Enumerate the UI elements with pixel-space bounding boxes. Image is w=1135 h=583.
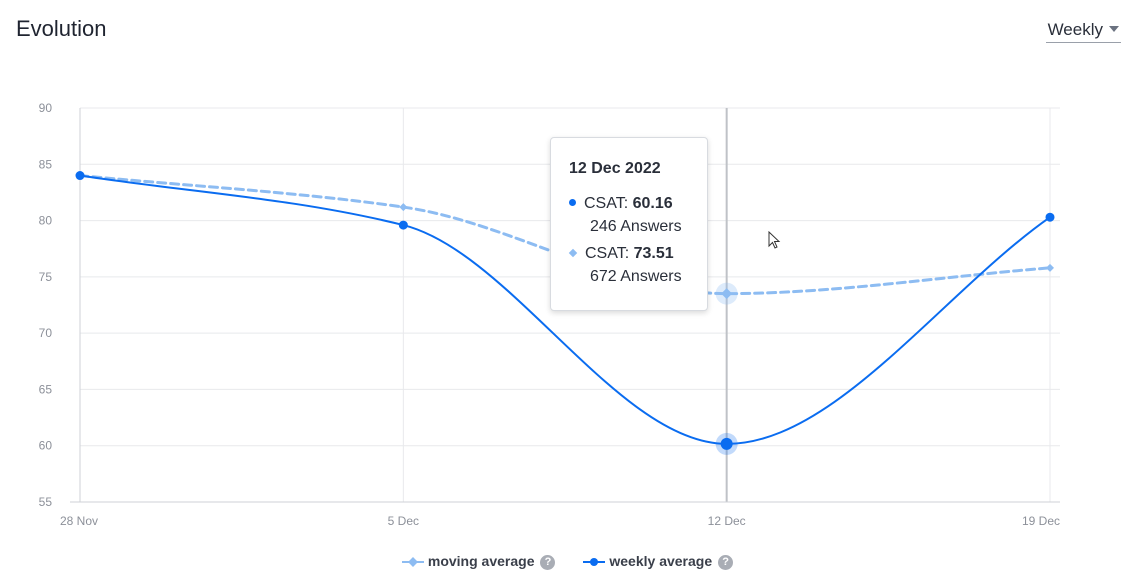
moving-diamond-icon xyxy=(568,248,578,258)
mouse-pointer-icon xyxy=(768,231,781,249)
weekly-dot-icon xyxy=(569,199,576,207)
weekly-average-legend-icon xyxy=(583,558,606,567)
tooltip-date: 12 Dec 2022 xyxy=(569,160,661,177)
x-tick-label-3: 19 Dec xyxy=(1022,514,1060,528)
x-tick-label-2: 12 Dec xyxy=(708,514,746,528)
x-tick-label-1: 5 Dec xyxy=(388,514,419,528)
weekly-average-point-2 xyxy=(720,437,733,450)
y-tick-label-85: 85 xyxy=(39,157,53,171)
y-tick-label-90: 90 xyxy=(39,101,53,115)
chart-legend: moving average? weekly average? xyxy=(0,552,1135,570)
help-icon[interactable]: ? xyxy=(718,554,734,570)
tooltip-weekly-answers: 246 Answers xyxy=(590,218,682,235)
period-dropdown[interactable]: Weekly xyxy=(1045,20,1121,43)
moving-average-point-1 xyxy=(399,203,408,212)
tooltip-moving-value: 73.51 xyxy=(633,245,674,262)
tooltip-weekly-label: CSAT: xyxy=(584,195,629,212)
y-tick-label-80: 80 xyxy=(39,214,53,228)
legend-label-moving-average: moving average xyxy=(427,552,535,569)
moving-average-point-2 xyxy=(721,288,733,300)
moving-average-point-3 xyxy=(1046,263,1054,272)
weekly-average-line xyxy=(79,174,1051,445)
y-tick-label-75: 75 xyxy=(39,270,53,284)
label-layer: 55 60 65 70 75 80 85 90 28 Nov 5 Dec 12 Dec 19 Dec xyxy=(39,101,1060,528)
weekly-average-point-1 xyxy=(398,220,408,230)
tooltip-weekly-value: 60.16 xyxy=(632,195,673,212)
moving-average-legend-icon xyxy=(401,557,424,568)
legend-label-weekly-average: weekly average xyxy=(609,552,713,569)
period-selected-label: Weekly xyxy=(1047,20,1103,39)
y-tick-label-60: 60 xyxy=(39,439,53,453)
tooltip-weekly-row: CSAT: 60.16 xyxy=(569,192,707,215)
tooltip-moving-label: CSAT: xyxy=(585,245,630,262)
y-tick-label-55: 55 xyxy=(39,495,53,509)
legend-item-moving-average[interactable]: moving average? xyxy=(401,552,556,570)
tooltip-moving-answers: 672 Answers xyxy=(590,268,682,285)
x-tick-label-0: 28 Nov xyxy=(60,514,98,528)
legend-item-weekly-average[interactable]: weekly average? xyxy=(583,552,734,570)
tooltip-moving-row: CSAT: 73.51 xyxy=(568,242,707,265)
help-icon[interactable]: ? xyxy=(540,554,556,570)
y-tick-label-70: 70 xyxy=(39,326,53,340)
chart-tooltip: 12 Dec 2022 CSAT: 60.16 246 Answers CSAT… xyxy=(550,137,708,311)
caret-down-icon xyxy=(1109,25,1119,32)
weekly-average-point-3 xyxy=(1045,212,1055,222)
weekly-average-point-0 xyxy=(75,171,85,181)
page-title: Evolution xyxy=(16,16,107,41)
y-tick-label-65: 65 xyxy=(39,382,53,396)
